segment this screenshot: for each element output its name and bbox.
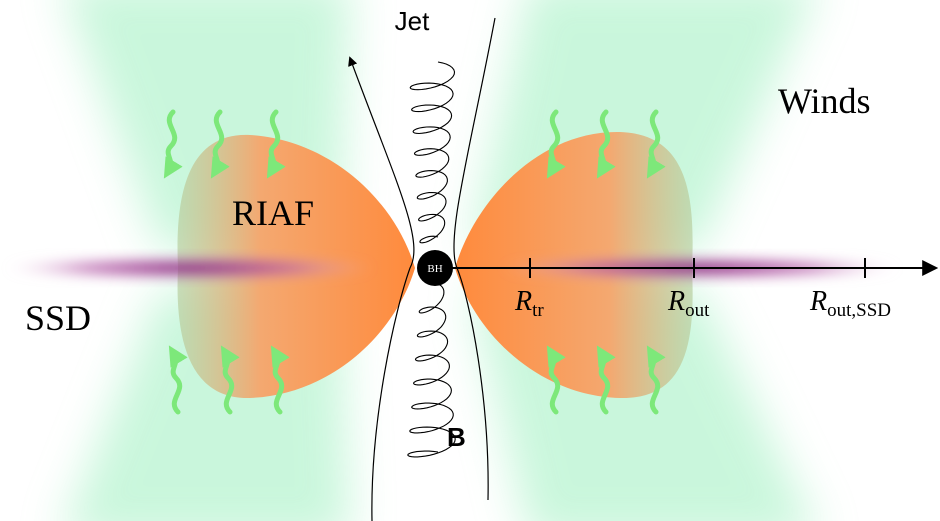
ssd-label: SSD [25,298,91,338]
wind-arrow [270,345,290,415]
radius-label: Rout,SSD [809,286,891,321]
wind-arrow [646,109,666,179]
wind-arrow [220,345,240,415]
winds-label: Winds [778,81,871,121]
radius-label: Rout [667,286,710,321]
bh-label: BH [427,263,442,275]
wind-arrow [210,109,230,179]
black-hole [417,250,453,286]
wind-arrows [163,109,666,415]
helix [407,61,456,458]
radius-symbol: R [667,286,685,317]
riaf-label: RIAF [232,193,314,233]
ssd-disk [5,256,375,280]
radius-subscript: out [685,300,710,321]
radius-symbol: R [514,286,532,317]
radius-subscript: tr [532,300,544,321]
field-line [348,56,415,521]
wind-arrow [546,345,566,415]
wind-arrow [596,345,616,415]
wind-arrow [596,109,616,179]
radius-subscript: out,SSD [827,300,891,321]
wind-arrow [546,109,566,179]
wind-arrow [266,109,286,179]
b-label: B [447,422,466,452]
radius-symbol: R [809,286,827,317]
wind-arrow [646,345,666,415]
wind-arrow [168,345,188,415]
radius-label: Rtr [514,286,544,321]
wind-arrow [163,109,183,179]
jet-label: Jet [395,6,430,36]
